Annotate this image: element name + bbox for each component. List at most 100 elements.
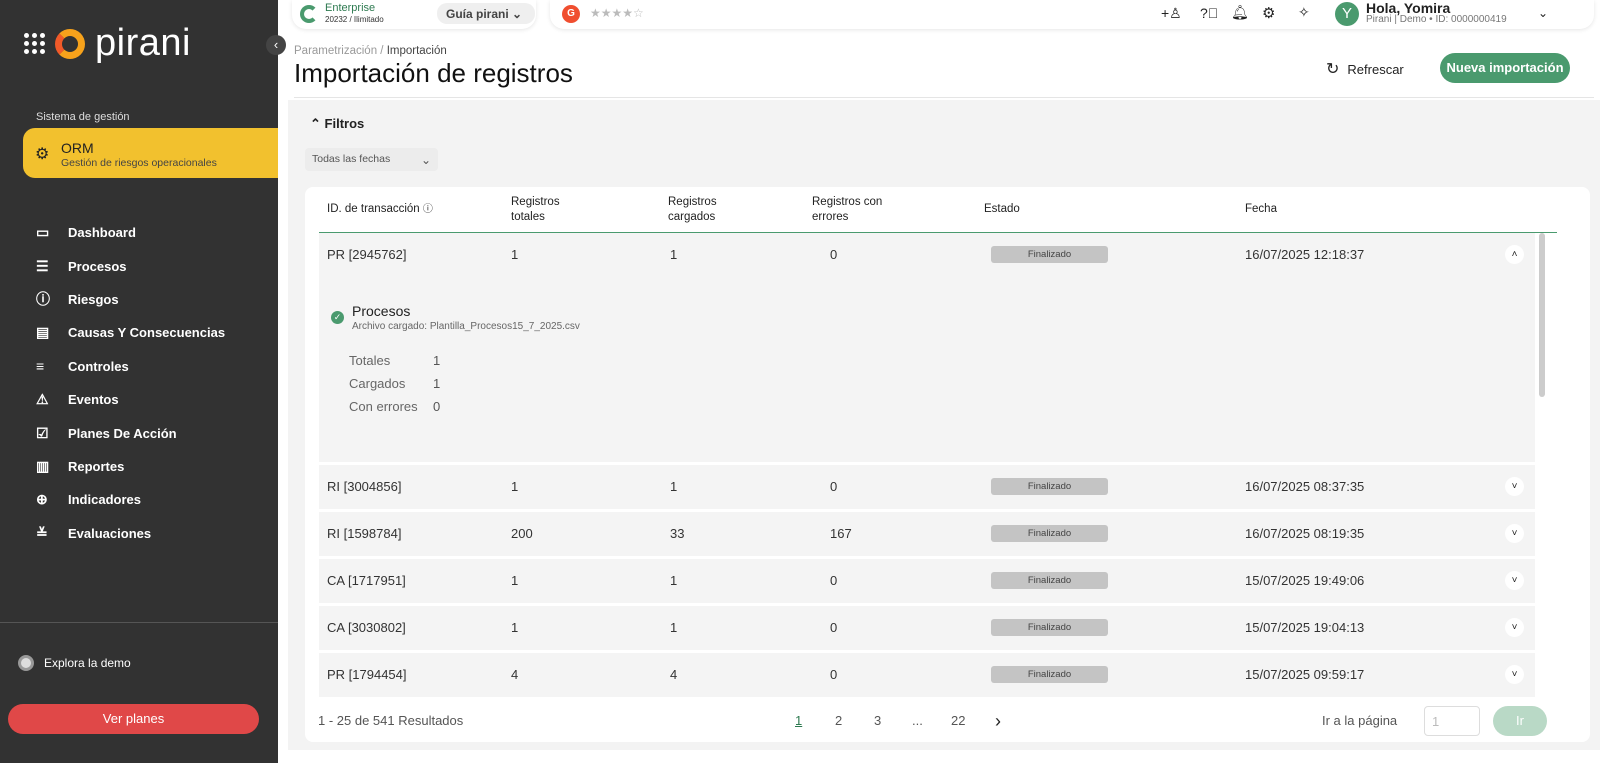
ver-planes-button[interactable]: Ver planes xyxy=(8,704,259,734)
guide-dropdown[interactable]: Guía pirani ⌄ xyxy=(437,3,535,24)
sidebar-item-causas[interactable]: ▤ Causas Y Consecuencias xyxy=(36,316,225,349)
page-link[interactable]: 2 xyxy=(835,713,843,728)
results-summary: 1 - 25 de 541 Resultados xyxy=(318,713,464,728)
expand-row-icon[interactable]: ˅ xyxy=(1505,665,1524,684)
apps-grid-icon[interactable] xyxy=(24,33,45,54)
main: Enterprise 20232 / Ilimitado Guía pirani… xyxy=(278,0,1600,763)
label: Riesgos xyxy=(68,291,119,307)
table-row[interactable]: RI [1598784] 200 33 167 16/07/2025 08:19:35 F… xyxy=(319,512,1535,556)
sidebar-item-procesos[interactable]: ☰ Procesos xyxy=(36,249,225,282)
next-page-icon[interactable]: › xyxy=(995,711,1001,731)
new-import-button[interactable]: Nueva importación xyxy=(1440,53,1570,83)
detail-file: Archivo cargado: Plantilla_Procesos15_7_… xyxy=(352,321,580,332)
table-row[interactable]: CA [3030802] 1 1 0 15/07/2025 19:04:13 Finali… xyxy=(319,606,1535,650)
filters-toggle[interactable]: ⌃ Filtros xyxy=(310,116,364,132)
expand-row-icon[interactable]: ˅ xyxy=(1505,618,1524,637)
chevron-down-icon: ⌄ xyxy=(512,7,523,21)
label: Evaluaciones xyxy=(68,525,152,541)
sidebar-item-dashboard[interactable]: ▭ Dashboard xyxy=(36,216,225,249)
chevron-up-icon: ⌃ xyxy=(310,116,321,131)
expand-row-icon[interactable]: ˅ xyxy=(1505,524,1524,543)
collapse-sidebar-button[interactable]: ‹ xyxy=(266,35,286,55)
sidebar-item-indicadores[interactable]: ⊕ Indicadores xyxy=(36,483,225,516)
page-link[interactable]: 22 xyxy=(951,713,966,728)
sidebar-item-planes[interactable]: ☑ Planes De Acción xyxy=(36,416,225,449)
table-row[interactable]: CA [1717951] 1 1 0 15/07/2025 19:49:06 Finali… xyxy=(319,559,1535,603)
table-row[interactable]: PR [1794454] 4 4 0 15/07/2025 09:59:17 Finali… xyxy=(319,653,1535,697)
cell-errors: 0 xyxy=(830,667,838,682)
cell-date: 16/07/2025 08:19:35 xyxy=(1245,526,1365,541)
greeting: Hola, Yomira xyxy=(1366,0,1451,16)
sidebar-item-controles[interactable]: ≡ Controles xyxy=(36,350,225,383)
sidebar-item-reportes[interactable]: ▥ Reportes xyxy=(36,450,225,483)
column-header-loaded: Registros cargados xyxy=(668,196,717,223)
table-row[interactable]: RI [3004856] 1 1 0 16/07/2025 08:37:35 Finali… xyxy=(319,465,1535,509)
label: Procesos xyxy=(68,258,127,274)
logo[interactable]: pirani xyxy=(24,22,191,65)
warning-icon: ⚠ xyxy=(36,391,49,408)
cell-id: RI [3004856] xyxy=(327,479,402,494)
explore-demo[interactable]: Explora la demo xyxy=(18,655,131,671)
cell-loaded: 1 xyxy=(670,620,678,635)
page-link[interactable]: 3 xyxy=(874,713,882,728)
pirani-logo-icon xyxy=(55,28,85,59)
sidebar: pirani Sistema de gestión ⚙ ORM Gestión … xyxy=(0,0,278,763)
page-link[interactable]: ... xyxy=(912,713,923,728)
help-icon[interactable]: ?⃝ xyxy=(1200,5,1219,21)
header-text: ID. de transacción xyxy=(327,203,420,215)
cell-total: 1 xyxy=(511,479,519,494)
gear-icon[interactable]: ⚙ xyxy=(1262,5,1276,22)
status-badge: Finalizado xyxy=(991,619,1108,636)
label: Controles xyxy=(68,358,129,374)
cell-errors: 0 xyxy=(830,620,838,635)
plan-card: Enterprise 20232 / Ilimitado Guía pirani… xyxy=(292,0,536,29)
bell-icon[interactable]: 🔔︎ xyxy=(1231,4,1249,20)
logo-text: pirani xyxy=(95,22,191,64)
scrollbar[interactable] xyxy=(1539,233,1545,397)
stat-label: Con errores xyxy=(349,399,418,414)
top-bar: G ★★★★☆ +♙ ?⃝ 🔔︎ ⚙ ✧ Y Hola, Yomira Pira… xyxy=(550,0,1594,29)
page-link[interactable]: 1 xyxy=(795,713,803,728)
status-badge: Finalizado xyxy=(991,666,1108,683)
add-user-icon[interactable]: +♙ xyxy=(1161,5,1182,21)
column-header-id: ID. de transacción ⓘ xyxy=(327,202,433,217)
cell-loaded: 1 xyxy=(670,247,678,262)
imports-table: ID. de transacción ⓘ Registros totales R… xyxy=(305,187,1590,742)
label: Reportes xyxy=(68,458,125,474)
stat-label: Cargados xyxy=(349,376,406,391)
stat-value: 1 xyxy=(433,353,441,368)
goto-page-input[interactable]: 1 xyxy=(1424,706,1480,736)
breadcrumb-parent[interactable]: Parametrización / xyxy=(294,45,384,57)
date-filter-select[interactable]: Todas las fechas ⌄ xyxy=(305,148,438,171)
cell-id: CA [3030802] xyxy=(327,620,406,635)
rating-stars[interactable]: ★★★★☆ xyxy=(590,6,644,20)
collapse-row-icon[interactable]: ˄ xyxy=(1505,245,1524,264)
column-header-total: Registros totales xyxy=(511,196,560,223)
refresh-button[interactable]: ↻ Refrescar xyxy=(1326,59,1404,79)
cell-loaded: 4 xyxy=(670,667,678,682)
go-button[interactable]: Ir xyxy=(1493,706,1547,736)
sidebar-item-evaluaciones[interactable]: ≚ Evaluaciones xyxy=(36,517,225,550)
status-badge: Finalizado xyxy=(991,525,1108,542)
list-icon: ☰ xyxy=(36,257,49,274)
breadcrumb: Parametrización / Importación xyxy=(294,45,447,57)
table-row[interactable]: PR [2945762] 1 1 0 16/07/2025 12:18:37 Finali… xyxy=(319,233,1535,462)
avatar[interactable]: Y xyxy=(1335,2,1359,26)
chevron-down-icon[interactable]: ⌄ xyxy=(1538,6,1549,20)
plan-detail: 20232 / Ilimitado xyxy=(325,15,384,24)
sidebar-item-eventos[interactable]: ⚠ Eventos xyxy=(36,383,225,416)
cell-total: 1 xyxy=(511,573,519,588)
sparkles-icon[interactable]: ✧ xyxy=(1298,4,1310,20)
sidebar-item-riesgos[interactable]: ⓘ Riesgos xyxy=(36,283,225,316)
cell-total: 200 xyxy=(511,526,533,541)
module-title: ORM xyxy=(61,140,94,156)
expand-row-icon[interactable]: ˅ xyxy=(1505,477,1524,496)
expand-row-icon[interactable]: ˅ xyxy=(1505,571,1524,590)
module-orm[interactable]: ⚙ ORM Gestión de riesgos operacionales xyxy=(23,128,278,178)
goto-value: 1 xyxy=(1432,714,1440,729)
cell-date: 15/07/2025 19:49:06 xyxy=(1245,573,1365,588)
guide-label: Guía pirani xyxy=(446,7,509,21)
cell-date: 16/07/2025 12:18:37 xyxy=(1245,247,1365,262)
info-icon[interactable]: ⓘ xyxy=(422,204,433,215)
chevron-down-icon: ⌄ xyxy=(420,153,431,167)
